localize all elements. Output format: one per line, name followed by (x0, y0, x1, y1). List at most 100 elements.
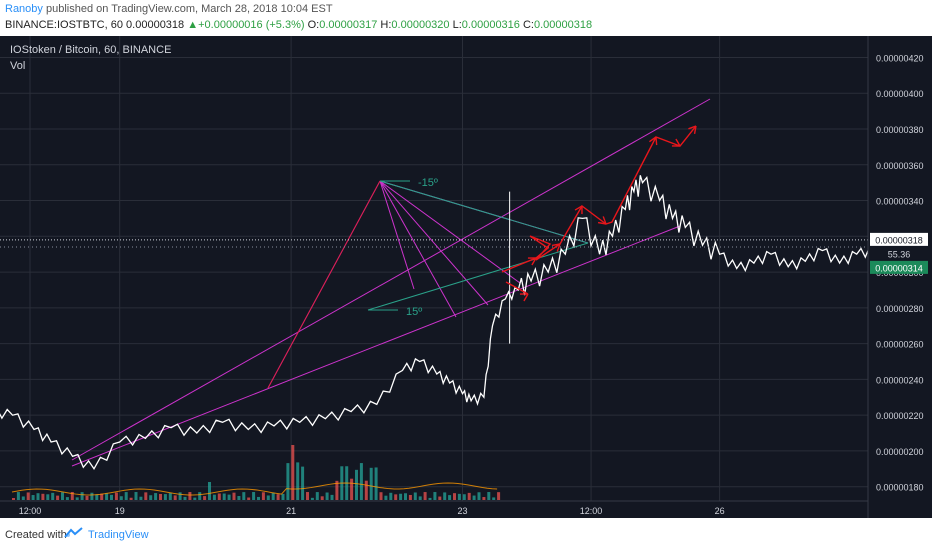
volume-bar (252, 492, 256, 500)
trendline (379, 180, 415, 290)
trendline (379, 180, 457, 318)
y-tick-label: 0.00000200 (876, 447, 924, 457)
fan-line (367, 242, 589, 311)
volume-bar (472, 495, 476, 500)
impulse-line (267, 180, 381, 389)
y-tick-label: 0.00000180 (876, 483, 924, 493)
volume-bar (457, 493, 461, 500)
volume-bar (487, 492, 491, 500)
volume-bar (369, 467, 373, 500)
price-change: +0.00000016 (+5.3%) (198, 19, 305, 31)
y-tick-label: 0.00000420 (876, 53, 924, 63)
marker-price-label: 0.00000314 (875, 263, 923, 273)
volume-bar (257, 496, 260, 500)
current-price-label-box (870, 232, 928, 246)
chart-header: Ranoby published on TradingView.com, Mar… (0, 0, 932, 36)
arrow-head-icon (551, 243, 561, 252)
arrow-head-icon (519, 293, 529, 302)
volume-bar (325, 492, 329, 500)
high-label: H: (380, 19, 392, 31)
volume-bar (154, 493, 158, 500)
volume-bar (330, 494, 334, 500)
arrow-head-stroke (527, 257, 537, 266)
y-tick-label: 0.00000240 (876, 375, 924, 385)
volume-bar (85, 495, 89, 500)
volume-bar (41, 493, 45, 500)
volume-bar (95, 494, 99, 500)
volume-bar (105, 493, 109, 500)
volume-bar (389, 492, 393, 500)
volume-bar (394, 494, 398, 500)
volume-bar (129, 497, 133, 500)
volume-bar (418, 496, 422, 500)
arrow-head-stroke (649, 136, 658, 146)
volume-bar (266, 495, 270, 500)
volume-bar (492, 497, 496, 500)
volume-bar (149, 495, 153, 500)
volume-bar (70, 492, 74, 500)
volume-bar (198, 492, 202, 500)
volume-bar (61, 492, 64, 500)
x-tick-label: 26 (715, 506, 725, 516)
volume-bar (80, 492, 84, 500)
volume-bar (413, 492, 417, 500)
volume-bar (237, 496, 241, 500)
volume-bar (281, 493, 285, 500)
volume-bar (46, 494, 50, 500)
volume-bar (399, 493, 403, 500)
y-tick-label: 0.00000400 (876, 89, 924, 99)
open-label: O: (307, 19, 320, 31)
volume-bar (364, 480, 368, 500)
arrow-head-stroke (574, 205, 583, 215)
price-axis (868, 36, 932, 518)
x-tick-label: 23 (457, 506, 467, 516)
arrow-head-icon (688, 125, 697, 135)
volume-bar (384, 495, 388, 500)
volume-bar (301, 466, 305, 500)
arrow-head-stroke (671, 138, 681, 147)
volume-bar (286, 463, 290, 500)
x-tick-label: 19 (115, 506, 125, 516)
arrow-head-icon (671, 138, 681, 147)
arrow-head-stroke (597, 216, 607, 225)
volume-bar (271, 492, 275, 500)
last-price: 0.00000318 (126, 19, 185, 31)
price-chart[interactable]: -15º 15º 0.00000180 0.00000200 0.00000220 0.… (0, 36, 932, 518)
x-tick-label: 12:00 (19, 506, 42, 516)
volume-bar (110, 494, 113, 500)
volume-bar (404, 493, 407, 500)
volume-bar (173, 495, 177, 500)
publish-date: published on TradingView.com, March 28, … (42, 3, 333, 15)
volume-bar (36, 493, 40, 500)
author-link[interactable]: Ranoby (5, 3, 43, 15)
trendline (71, 225, 681, 467)
volume-bar (276, 494, 280, 500)
tradingview-logo-icon (64, 527, 83, 538)
volume-bar (222, 493, 226, 500)
volume-bar (296, 462, 300, 500)
x-tick-label: 12:00 (580, 506, 603, 516)
arrow-head-icon (527, 257, 537, 266)
x-tick-label: 21 (286, 506, 296, 516)
volume-bar (350, 478, 354, 500)
chart-area[interactable]: -15º 15º 0.00000180 0.00000200 0.00000220 0.… (0, 36, 932, 518)
volume-value-label-box (870, 246, 928, 260)
trendline (379, 180, 489, 306)
y-tick-label: 0.00000260 (876, 340, 924, 350)
volume-bar (193, 497, 197, 500)
volume-bar (462, 494, 466, 500)
volume-bar (477, 492, 481, 500)
volume-bar (379, 492, 383, 500)
trendline (379, 180, 521, 284)
arrow-head-icon (574, 205, 583, 215)
volume-bar (335, 480, 339, 500)
volume-bar (183, 496, 187, 500)
volume-bar (188, 492, 192, 500)
volume-bar (310, 497, 314, 500)
volume-indicator-label: Vol (10, 60, 26, 72)
tradingview-brand-link[interactable]: TradingView (88, 529, 149, 541)
current-price-label: 0.00000318 (875, 235, 923, 245)
volume-bar (306, 492, 309, 500)
chart-title: IOStoken / Bitcoin, 60, BINANCE (10, 44, 172, 56)
volume-ma-line (11, 482, 498, 496)
